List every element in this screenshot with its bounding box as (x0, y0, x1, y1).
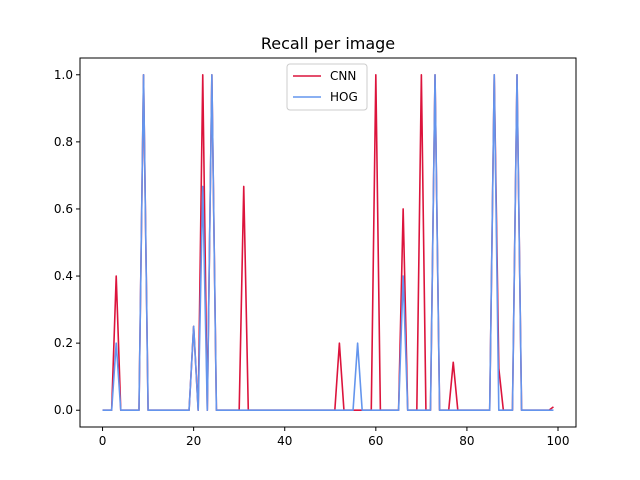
x-tick-label: 0 (99, 434, 107, 448)
y-axis: 0.0 0.2 0.4 0.6 0.8 1.0 (54, 68, 80, 417)
series-layer (102, 73, 554, 412)
x-tick-label: 40 (277, 434, 292, 448)
x-tick-label: 100 (547, 434, 570, 448)
y-tick-label: 0.2 (54, 336, 73, 350)
x-tick-label: 80 (459, 434, 474, 448)
legend-label-cnn: CNN (330, 69, 356, 83)
chart-title: Recall per image (261, 34, 395, 53)
plot-frame (79, 57, 577, 428)
x-tick-label: 20 (186, 434, 201, 448)
series-line-hog (102, 73, 554, 412)
legend-label-hog: HOG (330, 90, 358, 104)
y-tick-label: 0.4 (54, 269, 73, 283)
y-tick-label: 0.8 (54, 135, 73, 149)
y-tick-label: 1.0 (54, 68, 73, 82)
series-line-cnn (102, 73, 554, 412)
y-tick-label: 0.6 (54, 202, 73, 216)
y-tick-label: 0.0 (54, 403, 73, 417)
x-axis: 0 20 40 60 80 100 (99, 427, 570, 448)
x-tick-label: 60 (368, 434, 383, 448)
legend: CNN HOG (286, 63, 368, 111)
